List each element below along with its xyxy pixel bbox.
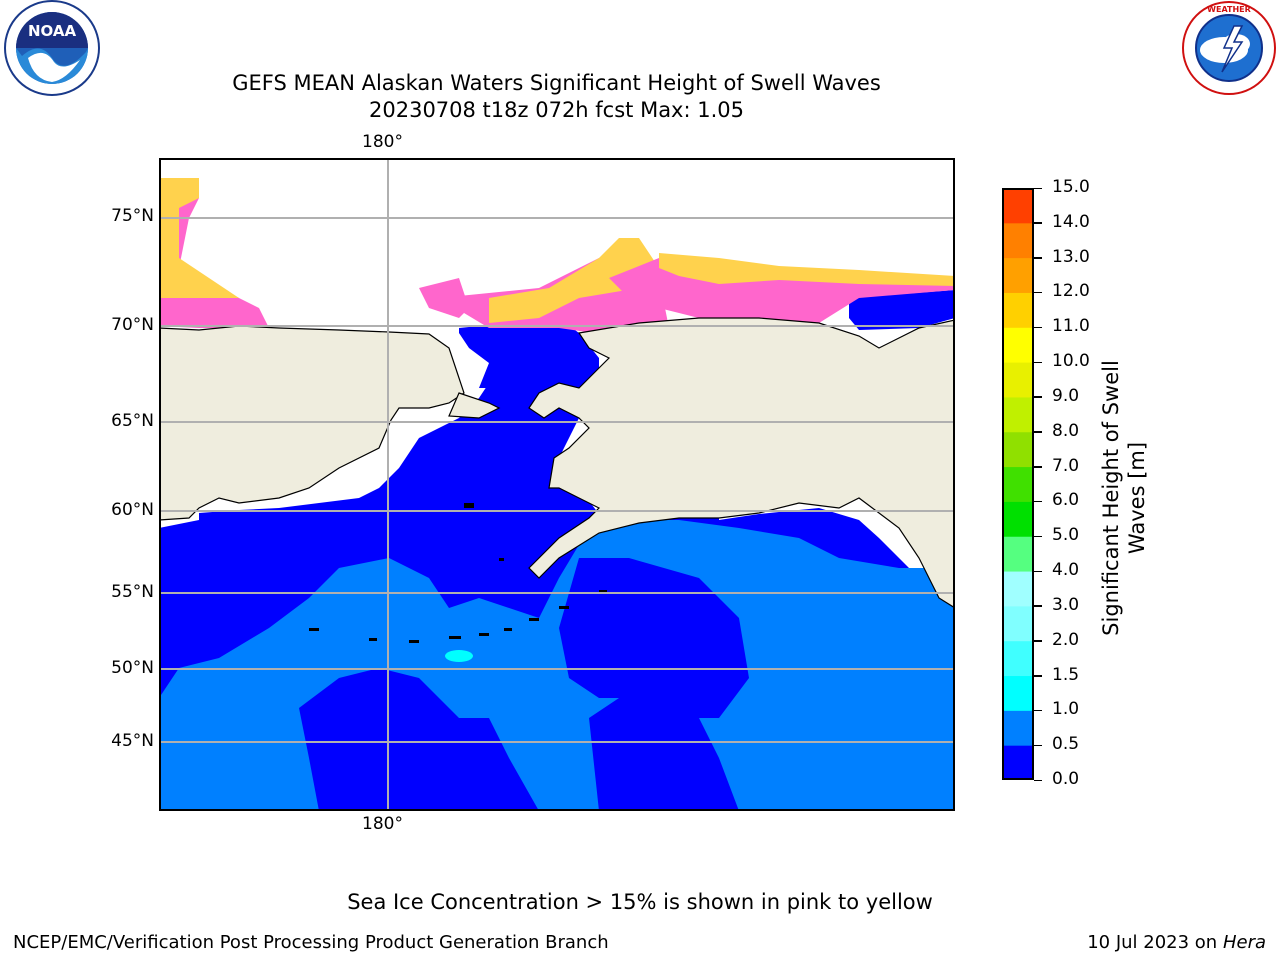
colorbar-tick-label: 12.0 (1052, 281, 1090, 302)
colorbar-tick-mark (1034, 500, 1042, 503)
colorbar-segment (1002, 396, 1034, 433)
colorbar-tick-mark (1034, 222, 1042, 224)
colorbar-tick-mark (1034, 361, 1042, 364)
aleutian-islands (309, 503, 607, 643)
colorbar-tick-mark (1034, 326, 1042, 329)
lon-label-bottom: 180° (362, 814, 403, 834)
lat-label-60: 60°N (111, 500, 154, 520)
colorbar-segment (1002, 571, 1034, 607)
ocean-chukchi (459, 326, 549, 388)
lat-label-50: 50°N (111, 658, 154, 678)
colorbar-segment (1002, 640, 1034, 677)
ocean-beaufort (849, 290, 955, 330)
colorbar-tick-mark (1034, 570, 1042, 573)
footer-host: Hera (1222, 932, 1266, 953)
colorbar-segment (1002, 501, 1034, 537)
colorbar-segment (1002, 710, 1034, 746)
colorbar-segment (1002, 745, 1034, 781)
lat-label-75: 75°N (111, 206, 154, 226)
colorbar-segment (1002, 536, 1034, 572)
colorbar-tick-mark (1034, 640, 1042, 642)
colorbar-tick-mark (1034, 535, 1042, 538)
lat-label-65: 65°N (111, 411, 154, 431)
colorbar-tick-label: 10.0 (1052, 351, 1090, 372)
colorbar-tick-mark (1034, 187, 1042, 189)
colorbar-tick-mark (1034, 466, 1042, 468)
lat-label-45: 45°N (111, 731, 154, 751)
colorbar-tick-label: 11.0 (1052, 316, 1090, 337)
colorbar-tick-mark (1034, 396, 1042, 398)
sea-ice-central-yellow (489, 238, 659, 323)
colorbar-tick-label: 6.0 (1052, 490, 1080, 511)
colorbar-tick-label: 8.0 (1052, 420, 1080, 441)
footer-date: 10 Jul 2023 on Hera (1087, 932, 1266, 953)
colorbar-tick-label: 5.0 (1052, 525, 1080, 546)
colorbar-tick-label: 15.0 (1052, 177, 1090, 197)
graticule (159, 158, 955, 811)
colorbar-tick-label: 7.0 (1052, 455, 1080, 476)
colorbar-tick-mark (1034, 675, 1042, 677)
colorbar-tick-mark (1034, 709, 1042, 712)
lat-label-55: 55°N (111, 582, 154, 602)
sea-ice-note: Sea Ice Concentration > 15% is shown in … (347, 890, 933, 914)
colorbar-tick-mark (1034, 744, 1042, 747)
colorbar-svg (1002, 188, 1034, 781)
svg-text:NOAA: NOAA (28, 22, 77, 40)
colorbar-tick-label: 1.5 (1052, 664, 1080, 685)
colorbar-tick-label: 0.5 (1052, 734, 1080, 755)
sea-ice-west-yellow (159, 178, 239, 298)
map-svg (159, 158, 955, 811)
colorbar-segment (1002, 292, 1034, 328)
colorbar-tick-label: 3.0 (1052, 594, 1080, 615)
colorbar-segment (1002, 675, 1034, 711)
lat-label-70: 70°N (111, 315, 154, 335)
colorbar-title: Significant Height of Swell Waves [m] (1099, 360, 1149, 636)
colorbar-tick-label: 13.0 (1052, 246, 1090, 267)
colorbar-tick-label: 14.0 (1052, 211, 1090, 232)
colorbar-segment (1002, 466, 1034, 502)
footer-date-text: 10 Jul 2023 on (1087, 932, 1223, 953)
colorbar-frame (1002, 188, 1034, 780)
ocean-deep-pocket (559, 558, 749, 718)
colorbar-tick-mark (1034, 605, 1042, 607)
colorbar-segment (1002, 188, 1034, 224)
colorbar-segment (1002, 222, 1034, 259)
colorbar-tick-label: 0.0 (1052, 769, 1080, 789)
colorbar-segment (1002, 605, 1034, 642)
colorbar-tick-mark (1034, 431, 1042, 433)
sea-ice-east-yellow (659, 253, 955, 286)
colorbar (1002, 188, 1034, 781)
plot-subtitle: 20230708 t18z 072h fcst Max: 1.05 (369, 98, 744, 122)
footer-branch: NCEP/EMC/Verification Post Processing Pr… (13, 932, 609, 953)
swell-max-spot (445, 650, 473, 662)
noaa-logo: NOAA (0, 0, 104, 100)
map-frame (159, 158, 955, 811)
colorbar-segment (1002, 362, 1034, 398)
colorbar-tick-label: 4.0 (1052, 560, 1080, 581)
colorbar-tick-label: 2.0 (1052, 629, 1080, 650)
lon-label-top: 180° (362, 132, 403, 152)
colorbar-segment (1002, 327, 1034, 363)
land-chukotka (448, 392, 501, 419)
map-panel (159, 158, 955, 811)
colorbar-tick-mark (1034, 779, 1042, 781)
nws-logo: WEATHER (1178, 0, 1280, 100)
colorbar-tick-label: 1.0 (1052, 699, 1080, 720)
plot-title: GEFS MEAN Alaskan Waters Significant Hei… (232, 71, 881, 95)
svg-text:WEATHER: WEATHER (1207, 5, 1251, 14)
colorbar-tick-label: 9.0 (1052, 385, 1080, 406)
colorbar-tick-mark (1034, 257, 1042, 259)
colorbar-segment (1002, 431, 1034, 468)
colorbar-segment (1002, 257, 1034, 293)
colorbar-tick-mark (1034, 291, 1042, 294)
